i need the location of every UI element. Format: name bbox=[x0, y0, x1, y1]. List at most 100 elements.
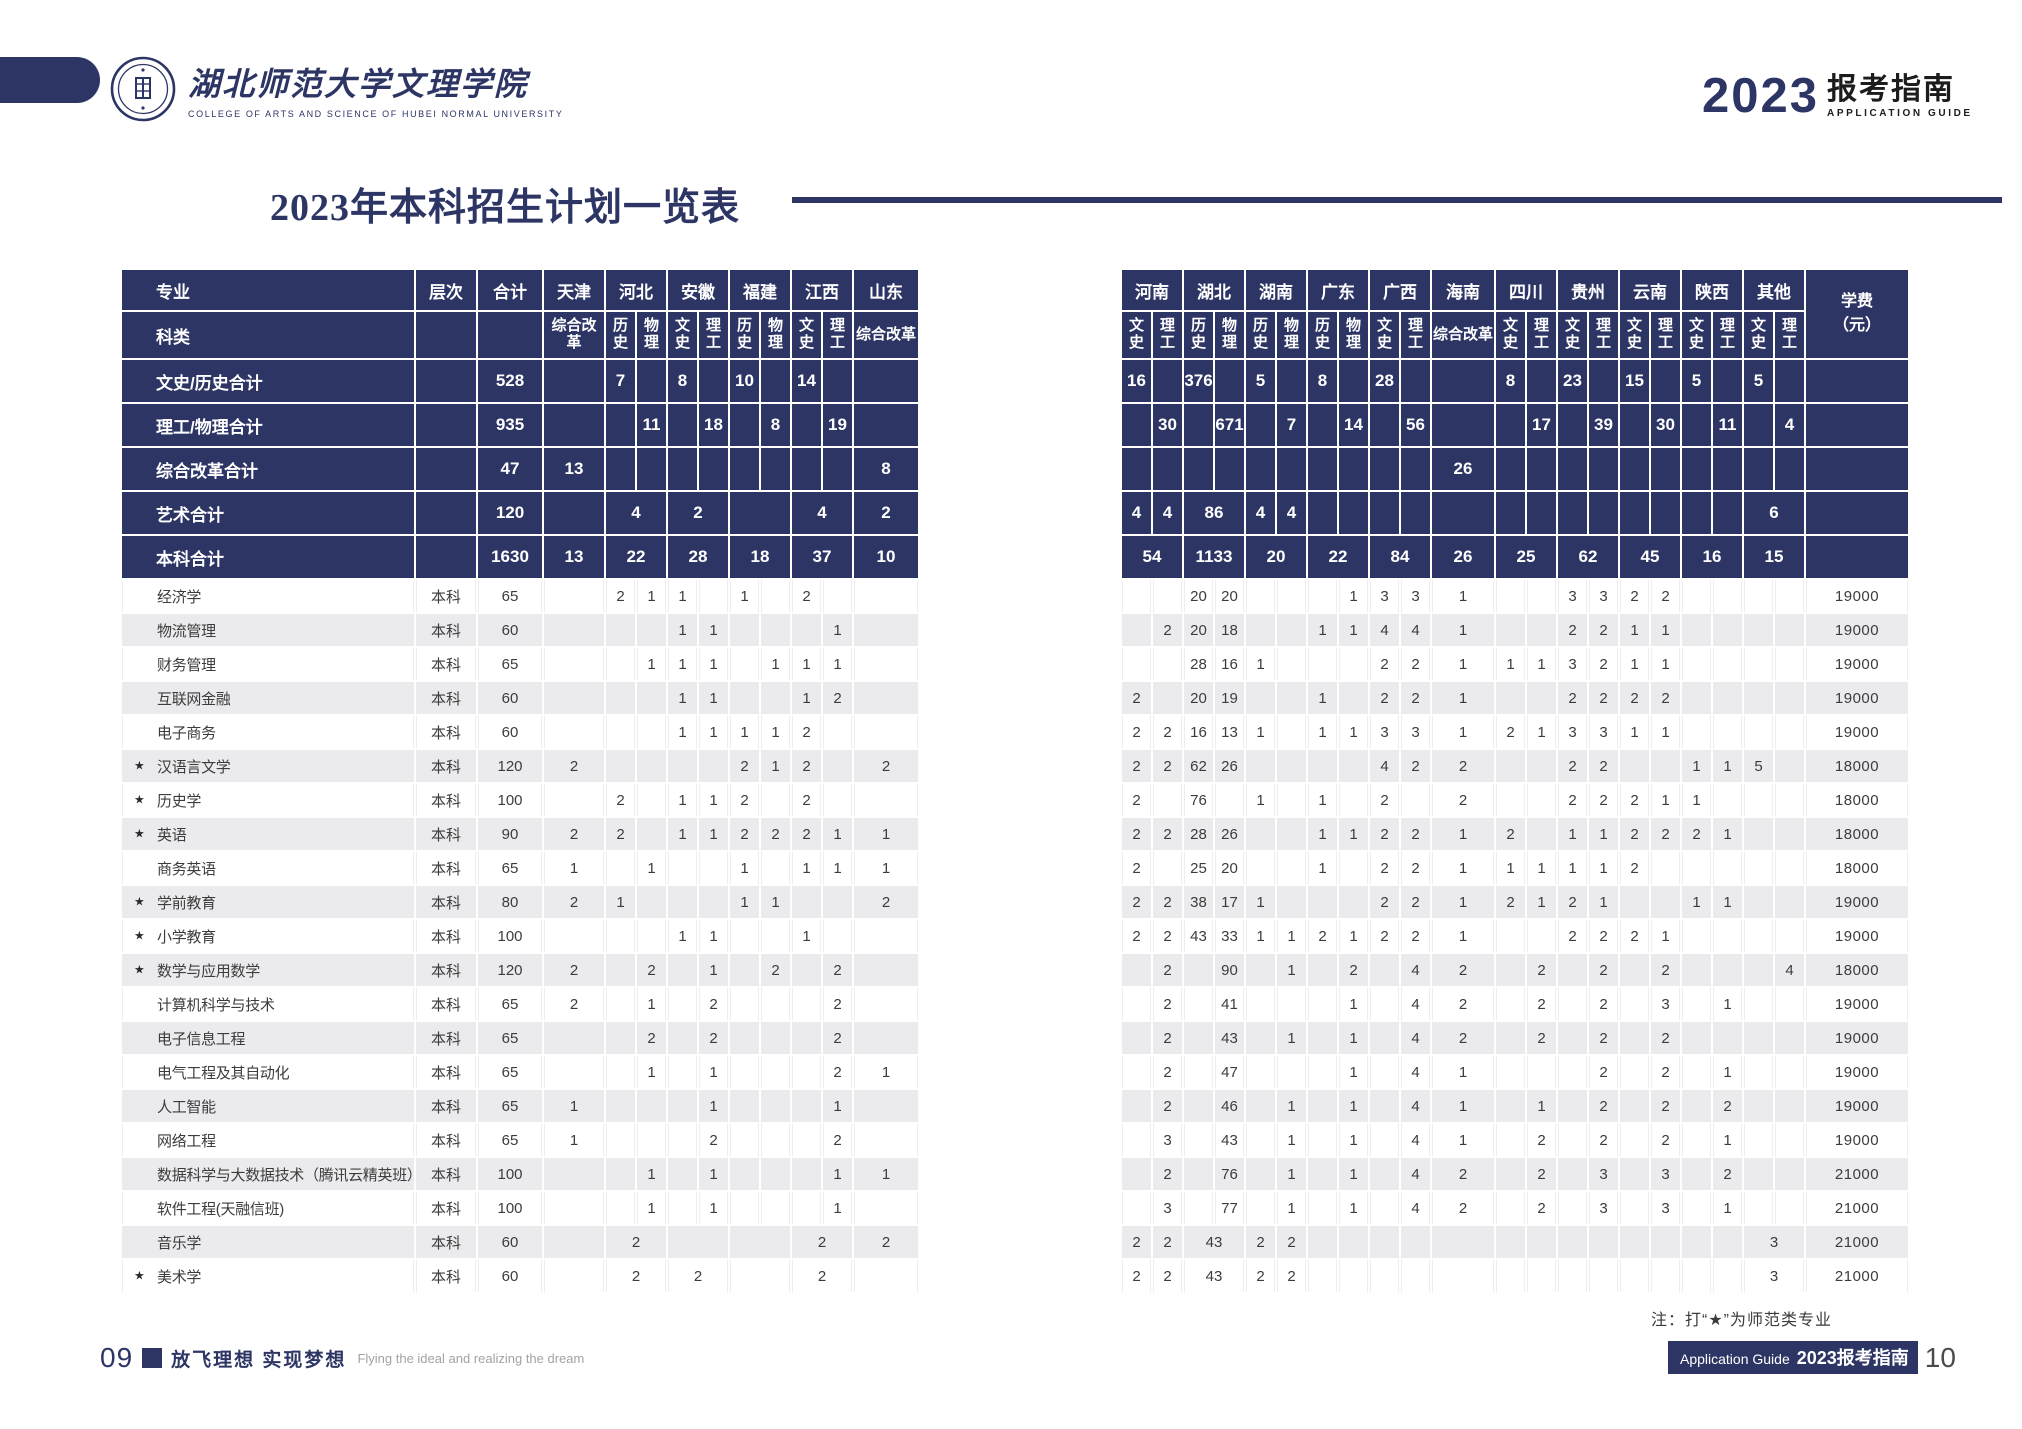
cell bbox=[823, 360, 852, 402]
cell bbox=[1620, 1090, 1649, 1122]
cell: 1 bbox=[761, 886, 790, 918]
cell bbox=[1713, 682, 1742, 714]
cell bbox=[1496, 1056, 1525, 1088]
track-header: 文史 bbox=[1496, 312, 1525, 358]
track-header: 理工 bbox=[1775, 312, 1804, 358]
cell: 3 bbox=[1401, 716, 1430, 748]
cell: 13 bbox=[544, 448, 604, 490]
cell: 本科 bbox=[416, 1022, 476, 1054]
cell: 物流管理 bbox=[122, 614, 414, 646]
major-row: 软件工程(天融信班) 本科 100 1 1 1 bbox=[122, 1192, 918, 1224]
cell: 2 bbox=[1122, 1260, 1151, 1292]
track-header: 物理 bbox=[1277, 312, 1306, 358]
cell bbox=[1651, 360, 1680, 402]
cell bbox=[1246, 988, 1275, 1020]
cell bbox=[730, 404, 759, 446]
cell: 2 bbox=[1401, 852, 1430, 884]
cell bbox=[668, 1226, 728, 1258]
cell: 1 bbox=[1339, 1022, 1368, 1054]
cell: 2 bbox=[1370, 852, 1399, 884]
cell: 1 bbox=[792, 682, 821, 714]
guide-text-block: 报考指南 APPLICATION GUIDE bbox=[1827, 74, 1973, 119]
cell bbox=[1370, 1056, 1399, 1088]
cell bbox=[668, 988, 697, 1020]
track-header: 物理 bbox=[1215, 312, 1244, 358]
cell bbox=[1527, 1260, 1556, 1292]
cell: 1 bbox=[1432, 1056, 1494, 1088]
cell bbox=[1620, 1158, 1649, 1190]
cell: 18000 bbox=[1806, 784, 1908, 816]
cell: 26 bbox=[1432, 536, 1494, 578]
cell bbox=[1277, 988, 1306, 1020]
guide-brand: 2023 报考指南 APPLICATION GUIDE bbox=[1702, 72, 1973, 121]
title-rule-line bbox=[792, 197, 2002, 203]
cell: 1 bbox=[699, 1192, 728, 1224]
cell bbox=[1496, 920, 1525, 952]
cell bbox=[1277, 1056, 1306, 1088]
cell bbox=[761, 784, 790, 816]
cell bbox=[1246, 1022, 1275, 1054]
cell bbox=[1682, 492, 1711, 534]
cell bbox=[1153, 784, 1182, 816]
cell bbox=[1122, 448, 1151, 490]
cell bbox=[1277, 716, 1306, 748]
cell bbox=[1339, 448, 1368, 490]
cell bbox=[854, 988, 918, 1020]
cell: 2 bbox=[1682, 818, 1711, 850]
cell bbox=[544, 1022, 604, 1054]
cell: 2 bbox=[1527, 1158, 1556, 1190]
cell bbox=[1153, 648, 1182, 680]
cell: 1630 bbox=[478, 536, 542, 578]
cell bbox=[637, 682, 666, 714]
cell bbox=[1496, 1260, 1525, 1292]
province-header: 福建 bbox=[730, 270, 790, 310]
cell bbox=[1246, 1090, 1275, 1122]
cell bbox=[1153, 448, 1182, 490]
cell bbox=[1246, 818, 1275, 850]
cell: 20 bbox=[1215, 580, 1244, 612]
major-row: 28 16 1 2 2 1 1 1 3 2 1 1 19000 bbox=[1122, 648, 1908, 680]
cell: 1 bbox=[1496, 852, 1525, 884]
plan-table-right: 河南 湖北 湖南 广东 广西 海南 四川 贵州 云南 陕西 其他 学费 （元） 文史 理工 历史 物理 历史 物理… bbox=[1120, 268, 1910, 1294]
cell bbox=[1184, 1090, 1213, 1122]
major-row: 商务英语 本科 65 1 1 1 1 1 1 bbox=[122, 852, 918, 884]
footer-right: Application Guide 2023报考指南 10 bbox=[1668, 1341, 1956, 1374]
cell: 2 bbox=[1401, 648, 1430, 680]
cell bbox=[1496, 492, 1525, 534]
cell: 本科 bbox=[416, 1192, 476, 1224]
cell: 19000 bbox=[1806, 682, 1908, 714]
cell: 1 bbox=[1277, 1192, 1306, 1224]
cell: 1 bbox=[699, 682, 728, 714]
cell bbox=[761, 1158, 790, 1190]
major-row: ★ 美术学 本科 60 2 2 2 bbox=[122, 1260, 918, 1292]
footer-square-icon bbox=[142, 1348, 163, 1368]
cell: 1 bbox=[668, 716, 697, 748]
cell: 19000 bbox=[1806, 886, 1908, 918]
cell bbox=[854, 716, 918, 748]
track-header: 文史 bbox=[1558, 312, 1587, 358]
cell bbox=[792, 614, 821, 646]
cell: 2 bbox=[1620, 920, 1649, 952]
cell: 2 bbox=[1558, 682, 1587, 714]
cell bbox=[1308, 886, 1337, 918]
major-row: 2 20 18 1 1 4 4 1 2 2 1 1 19000 bbox=[1122, 614, 1908, 646]
cell: 1 bbox=[637, 580, 666, 612]
cell: 21000 bbox=[1806, 1226, 1908, 1258]
cell: 2 bbox=[544, 988, 604, 1020]
major-row: 2 43 1 1 4 2 2 2 2 19000 bbox=[1122, 1022, 1908, 1054]
cell bbox=[1527, 492, 1556, 534]
cell bbox=[730, 920, 759, 952]
cell: 19000 bbox=[1806, 614, 1908, 646]
cell bbox=[1682, 614, 1711, 646]
track-header: 物理 bbox=[1339, 312, 1368, 358]
fee-header: 学费 （元） bbox=[1806, 270, 1908, 358]
cell: 1133 bbox=[1184, 536, 1244, 578]
cell bbox=[1432, 1226, 1494, 1258]
province-header: 海南 bbox=[1432, 270, 1494, 310]
university-logo: 湖北师范大学文理学院 COLLEGE OF ARTS AND SCIENCE O… bbox=[110, 56, 563, 122]
summary-row: 本科合计 1630 13 22 28 18 37 10 bbox=[122, 536, 918, 578]
major-row: ★ 学前教育 本科 80 2 1 1 1 2 bbox=[122, 886, 918, 918]
cell bbox=[1339, 1260, 1368, 1292]
cell bbox=[1744, 920, 1773, 952]
cell: 3 bbox=[1744, 1260, 1804, 1292]
